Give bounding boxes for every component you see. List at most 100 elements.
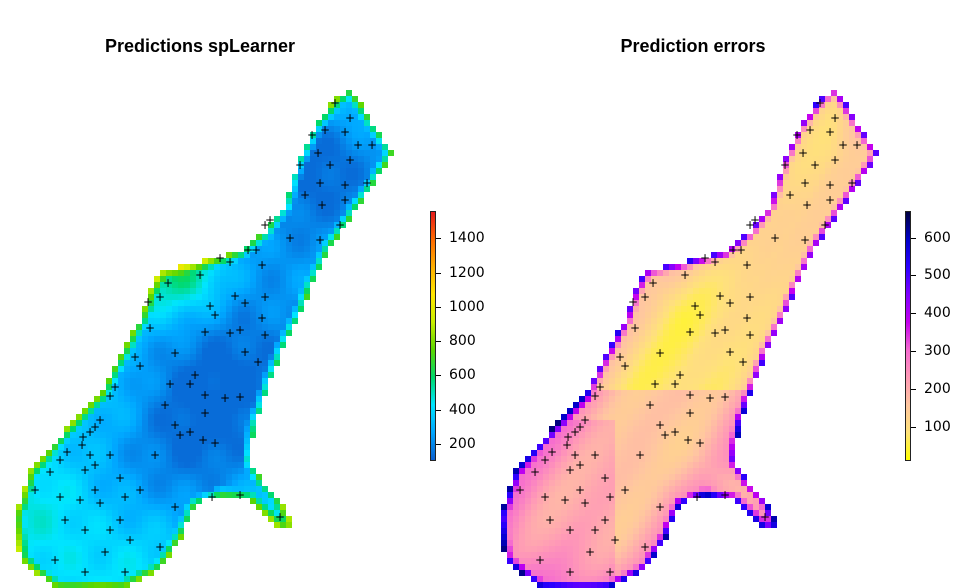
- raster-cell: [741, 390, 747, 396]
- raster-cell: [148, 540, 154, 546]
- raster-cell: [268, 492, 274, 498]
- raster-cell: [208, 282, 214, 288]
- sample-point: +: [785, 188, 795, 202]
- raster-cell: [118, 528, 124, 534]
- raster-cell: [699, 330, 705, 336]
- raster-cell: [765, 228, 771, 234]
- raster-cell: [94, 576, 100, 582]
- raster-cell: [190, 504, 196, 510]
- sample-point: +: [90, 458, 100, 472]
- raster-cell: [693, 294, 699, 300]
- raster-cell: [675, 498, 681, 504]
- raster-cell: [286, 306, 292, 312]
- raster-cell: [531, 456, 537, 462]
- raster-cell: [286, 276, 292, 282]
- raster-cell: [711, 264, 717, 270]
- raster-cell: [238, 438, 244, 444]
- raster-cell: [328, 132, 334, 138]
- raster-cell: [76, 582, 82, 588]
- raster-cell: [621, 534, 627, 540]
- raster-cell: [759, 270, 765, 276]
- raster-cell: [837, 192, 843, 198]
- raster-cell: [657, 498, 663, 504]
- raster-cell: [52, 504, 58, 510]
- raster-cell: [178, 348, 184, 354]
- raster-cell: [22, 516, 28, 522]
- raster-cell: [184, 348, 190, 354]
- raster-cell: [88, 480, 94, 486]
- raster-cell: [298, 276, 304, 282]
- raster-cell: [232, 348, 238, 354]
- sample-point: +: [243, 243, 253, 257]
- raster-cell: [178, 474, 184, 480]
- raster-cell: [663, 294, 669, 300]
- raster-cell: [711, 444, 717, 450]
- raster-cell: [657, 492, 663, 498]
- raster-cell: [579, 582, 585, 588]
- raster-cell: [316, 258, 322, 264]
- raster-cell: [771, 306, 777, 312]
- raster-cell: [591, 504, 597, 510]
- raster-cell: [352, 162, 358, 168]
- raster-cell: [34, 570, 40, 576]
- raster-cell: [244, 438, 250, 444]
- raster-cell: [106, 462, 112, 468]
- raster-cell: [52, 444, 58, 450]
- raster-cell: [795, 264, 801, 270]
- raster-cell: [232, 462, 238, 468]
- raster-cell: [807, 198, 813, 204]
- raster-cell: [651, 444, 657, 450]
- raster-cell: [256, 246, 262, 252]
- raster-cell: [795, 186, 801, 192]
- raster-cell: [525, 480, 531, 486]
- raster-cell: [58, 540, 64, 546]
- raster-cell: [238, 480, 244, 486]
- raster-cell: [645, 444, 651, 450]
- raster-cell: [118, 390, 124, 396]
- raster-cell: [232, 444, 238, 450]
- raster-cell: [801, 132, 807, 138]
- raster-cell: [160, 288, 166, 294]
- raster-cell: [118, 432, 124, 438]
- raster-cell: [669, 366, 675, 372]
- raster-cell: [112, 558, 118, 564]
- raster-cell: [579, 522, 585, 528]
- raster-cell: [22, 486, 28, 492]
- raster-cell: [651, 354, 657, 360]
- raster-cell: [268, 228, 274, 234]
- raster-cell: [304, 222, 310, 228]
- raster-cell: [573, 432, 579, 438]
- raster-cell: [765, 324, 771, 330]
- raster-cell: [214, 420, 220, 426]
- raster-cell: [795, 228, 801, 234]
- raster-cell: [579, 438, 585, 444]
- raster-cell: [651, 546, 657, 552]
- raster-cell: [765, 294, 771, 300]
- sample-point: +: [645, 398, 655, 412]
- raster-cell: [801, 204, 807, 210]
- raster-cell: [627, 468, 633, 474]
- raster-cell: [591, 450, 597, 456]
- legend-tick-label: 1000: [449, 298, 485, 315]
- raster-cell: [202, 414, 208, 420]
- raster-cell: [621, 510, 627, 516]
- raster-cell: [280, 336, 286, 342]
- raster-cell: [801, 264, 807, 270]
- raster-cell: [561, 528, 567, 534]
- raster-cell: [729, 264, 735, 270]
- raster-cell: [358, 162, 364, 168]
- raster-cell: [603, 570, 609, 576]
- raster-cell: [543, 558, 549, 564]
- raster-cell: [166, 534, 172, 540]
- raster-cell: [627, 486, 633, 492]
- raster-cell: [627, 444, 633, 450]
- raster-cell: [597, 528, 603, 534]
- raster-cell: [777, 294, 783, 300]
- sample-point: +: [62, 445, 72, 459]
- raster-cell: [645, 354, 651, 360]
- raster-cell: [651, 522, 657, 528]
- sample-point: +: [60, 513, 70, 527]
- raster-cell: [711, 474, 717, 480]
- raster-cell: [669, 450, 675, 456]
- raster-cell: [537, 546, 543, 552]
